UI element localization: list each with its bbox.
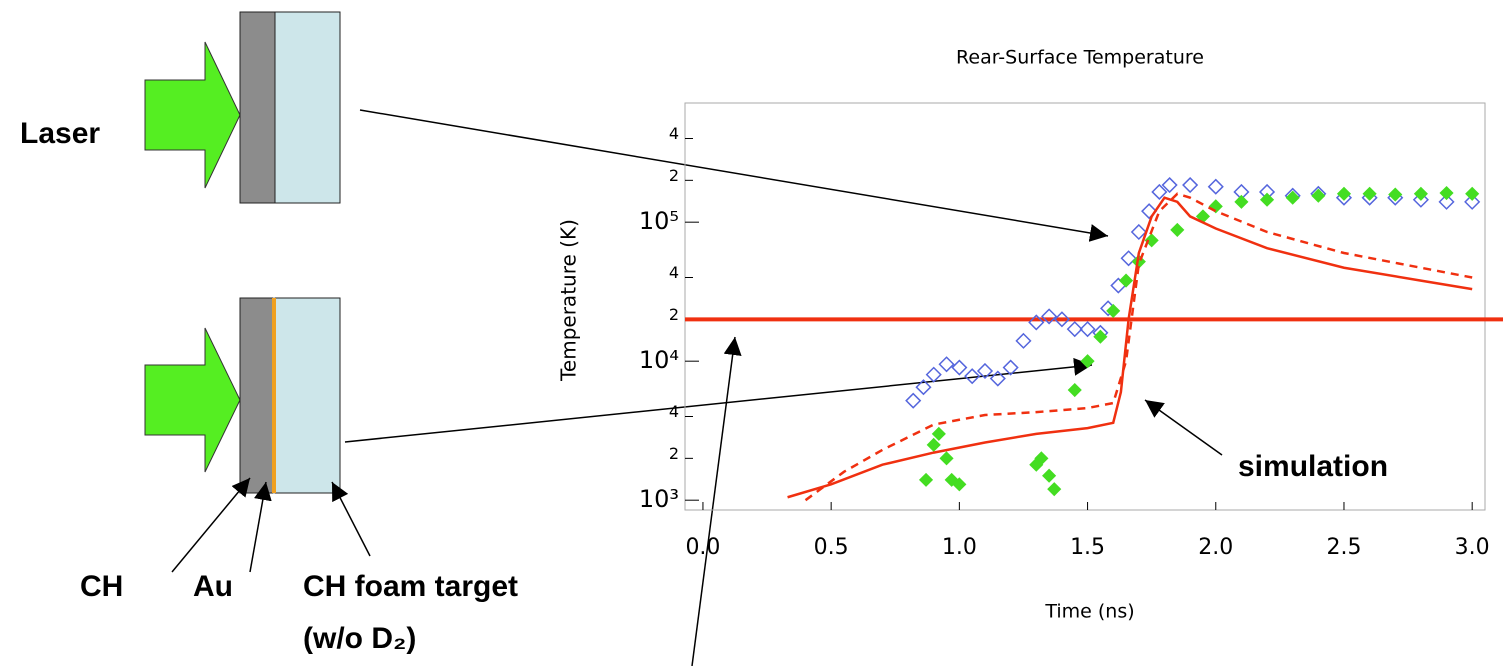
au-label: Au (193, 570, 233, 603)
data-point (952, 361, 966, 375)
data-point (928, 439, 940, 451)
data-point (1120, 275, 1132, 287)
ch-label: CH (80, 570, 123, 603)
y-tick-label: 10⁴ (639, 346, 679, 374)
foam-note: (w/o D₂) (303, 622, 416, 655)
data-point (920, 474, 932, 486)
data-point (1183, 178, 1197, 192)
y-tick-label: 4 (669, 263, 679, 282)
data-point (933, 428, 945, 440)
data-point (1338, 188, 1350, 200)
ch-layer (240, 12, 275, 203)
arrow (345, 365, 1092, 442)
x-tick-label: 1.0 (942, 535, 977, 560)
data-point (1016, 334, 1030, 348)
x-tick-label: 0.5 (814, 535, 849, 560)
y-tick-label: 2 (669, 166, 679, 185)
data-point (1048, 483, 1060, 495)
data-point (1069, 384, 1081, 396)
y-tick-label: 2 (669, 305, 679, 324)
data-point (1043, 470, 1055, 482)
y-axis-title: Temperature (K) (557, 219, 581, 382)
arrow (332, 482, 370, 556)
arrow (692, 337, 735, 666)
y-tick-label: 4 (669, 124, 679, 143)
chart: Rear-Surface Temperature Time (ns) Tempe… (557, 47, 1503, 623)
y-tick-label: 10³ (639, 485, 679, 513)
x-tick-label: 0.0 (685, 535, 720, 560)
data-point (1094, 331, 1106, 343)
chart-title: Rear-Surface Temperature (956, 47, 1204, 69)
data-point (940, 357, 954, 371)
data-point (906, 394, 920, 408)
data-point (1209, 180, 1223, 194)
x-tick-label: 1.5 (1070, 535, 1105, 560)
diagram: Laser CH Au CH foam target (w/o D₂) (20, 12, 1222, 666)
x-tick-label: 2.5 (1326, 535, 1361, 560)
arrow (1145, 400, 1222, 455)
foam-layer (275, 12, 340, 203)
x-tick-label: 2.0 (1198, 535, 1233, 560)
data-point (1235, 196, 1247, 208)
arrow (360, 110, 1108, 236)
data-point (941, 452, 953, 464)
data-point (1171, 224, 1183, 236)
page: Laser CH Au CH foam target (w/o D₂) Rear… (0, 0, 1503, 666)
arrow (250, 482, 266, 572)
data-point (1364, 188, 1376, 200)
y-tick-label: 2 (669, 444, 679, 463)
data-point (1466, 188, 1478, 200)
arrow (172, 478, 250, 572)
data-point (1389, 189, 1401, 201)
data-point (1441, 187, 1453, 199)
laser-arrow (145, 42, 240, 188)
y-tick-label: 4 (669, 402, 679, 421)
ch-layer (240, 298, 273, 493)
data-point (927, 368, 941, 382)
y-tick-label: 10⁵ (639, 207, 679, 235)
laser-arrow (145, 328, 240, 472)
x-axis-title: Time (ns) (1044, 601, 1134, 623)
foam-layer (275, 298, 340, 493)
laser-label: Laser (20, 117, 100, 150)
foam-label: CH foam target (303, 570, 518, 603)
annotation: simulation (1238, 450, 1388, 483)
x-tick-label: 3.0 (1455, 535, 1490, 560)
